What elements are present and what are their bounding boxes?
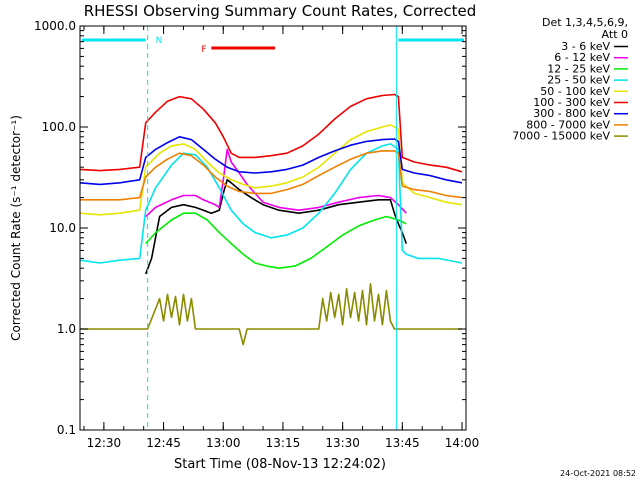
- series-line-7: [79, 136, 463, 186]
- x-tick-label: 13:45: [385, 436, 420, 450]
- legend-label-5: 50 - 100 keV: [540, 85, 610, 98]
- plot-area: [80, 26, 466, 430]
- legend-label-6: 100 - 300 keV: [533, 96, 610, 109]
- legend-label-1: 3 - 6 keV: [561, 40, 610, 53]
- legend-label-4: 25 - 50 keV: [547, 74, 610, 87]
- legend-header-line-1: Det 1,3,4,5,6,9,: [542, 16, 628, 29]
- y-tick-label: 100.0: [42, 120, 76, 134]
- x-tick-label: 12:30: [87, 436, 122, 450]
- chart-title: RHESSI Observing Summary Count Rates, Co…: [84, 2, 477, 20]
- flare-label: F: [201, 45, 206, 55]
- series-line-4: [79, 143, 463, 264]
- y-tick-label: 10.0: [49, 221, 76, 235]
- legend-header-line-2: Att 0: [602, 28, 628, 41]
- x-tick-label: 13:00: [206, 436, 241, 450]
- series-line-8: [80, 150, 463, 201]
- series-line-3: [145, 212, 407, 270]
- series-line-6: [79, 93, 463, 173]
- x-tick-label: 14:00: [445, 436, 480, 450]
- series-layer: [79, 93, 463, 346]
- y-tick-label: 1.0: [57, 322, 76, 336]
- x-tick-label: 13:30: [325, 436, 360, 450]
- series-line-1: [144, 179, 408, 275]
- x-tick-label: 13:15: [266, 436, 301, 450]
- x-tick-label: 12:45: [146, 436, 181, 450]
- footer-timestamp: 24-Oct-2021 08:52: [560, 469, 636, 478]
- legend-label-7: 300 - 800 keV: [533, 107, 610, 120]
- y-tick-label: 0.1: [57, 423, 76, 437]
- legend-label-8: 800 - 7000 keV: [526, 118, 610, 131]
- x-axis-label: Start Time (08-Nov-13 12:24:02): [174, 457, 386, 472]
- plot-backdrop: [80, 26, 466, 430]
- legend-label-2: 6 - 12 keV: [554, 51, 610, 64]
- y-axis-label: Corrected Count Rate (s⁻¹ detector⁻¹): [9, 115, 23, 341]
- axes-layer: 0.1 1.0 10.0 100.0 1000.0 12:30 12:45 13:00 13:1…: [34, 19, 479, 450]
- legend-label-3: 12 - 25 keV: [547, 62, 610, 75]
- y-tick-label: 1000.0: [34, 19, 76, 33]
- legend-label-9: 7000 - 15000 keV: [512, 130, 610, 143]
- night-label: N: [156, 36, 163, 46]
- series-line-2: [145, 148, 407, 218]
- series-line-9: [80, 282, 462, 346]
